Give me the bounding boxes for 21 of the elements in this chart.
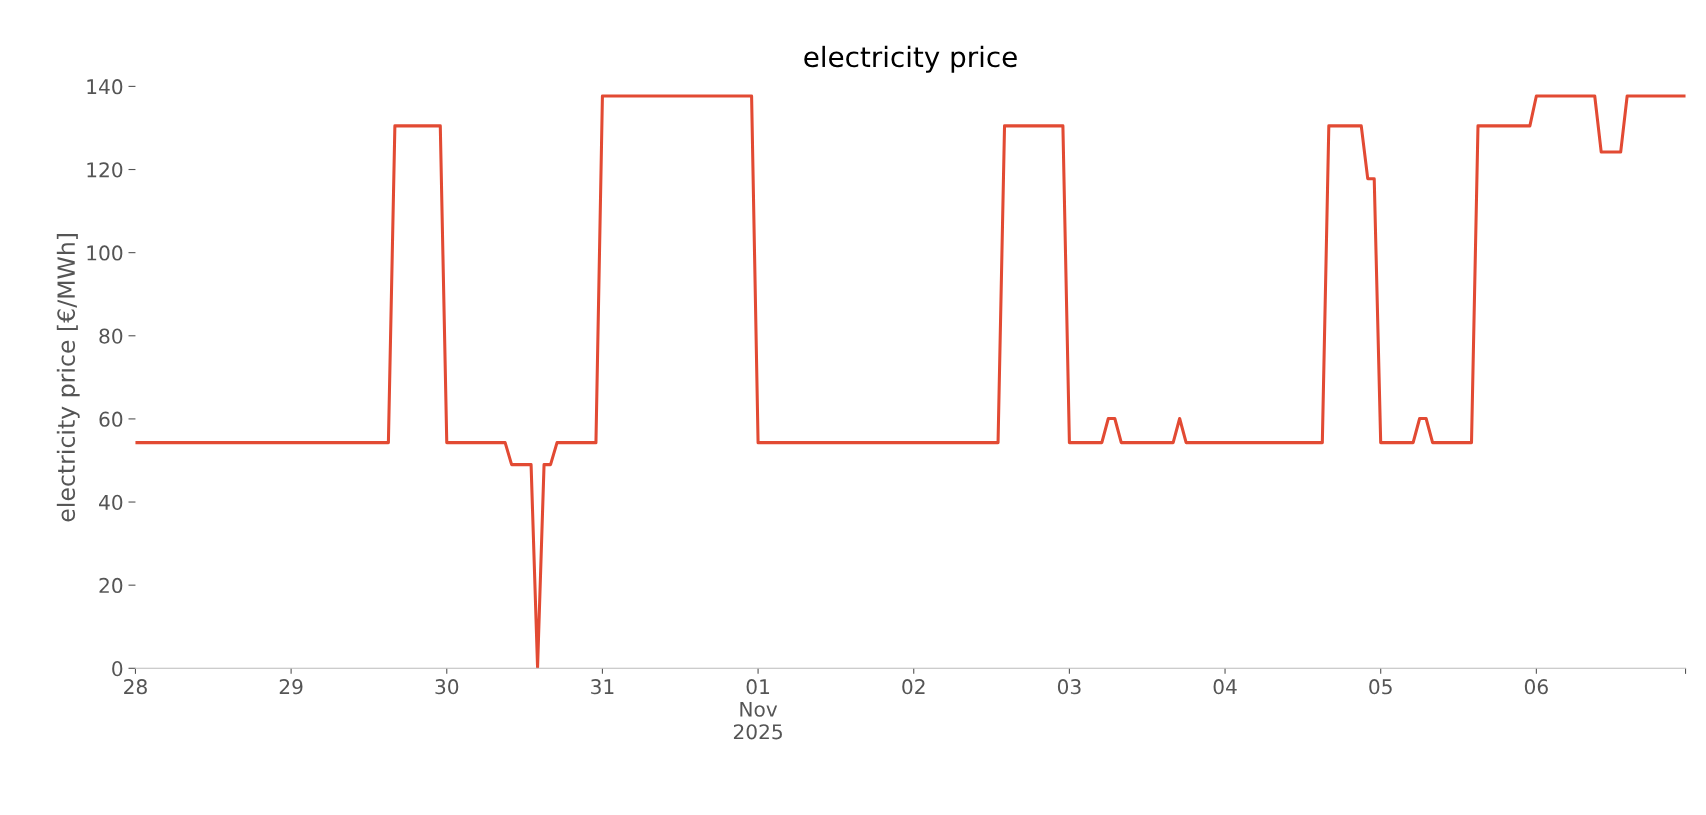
x-tick-label: 03	[1057, 679, 1081, 695]
x-tick-label: 31	[591, 679, 614, 695]
x-tick-label: 02	[902, 679, 925, 695]
x-tick-label: 30	[435, 679, 459, 695]
x-tick-label: 29	[279, 679, 303, 695]
x-tick-label: 28	[124, 679, 147, 695]
line-series	[135, 94, 1686, 669]
y-axis-title: electricity price [€/MWh]	[56, 234, 80, 522]
x-tick-label: 01 Nov 2025	[733, 679, 782, 740]
x-tick-label: 04	[1213, 679, 1237, 695]
y-tick-label: 140	[87, 79, 123, 95]
x-tick-label: 05	[1369, 679, 1392, 695]
y-tick-label: 100	[87, 245, 123, 261]
y-tick-label: 120	[87, 162, 123, 178]
y-tick-label: 80	[99, 328, 123, 344]
y-tick-label: 20	[99, 577, 123, 594]
x-tick-label: 06	[1524, 679, 1548, 695]
y-tick-label: 40	[99, 494, 123, 510]
y-tick-label: 0	[112, 661, 123, 677]
y-tick-label: 60	[99, 411, 123, 427]
chart-title: electricity price	[804, 45, 1017, 73]
